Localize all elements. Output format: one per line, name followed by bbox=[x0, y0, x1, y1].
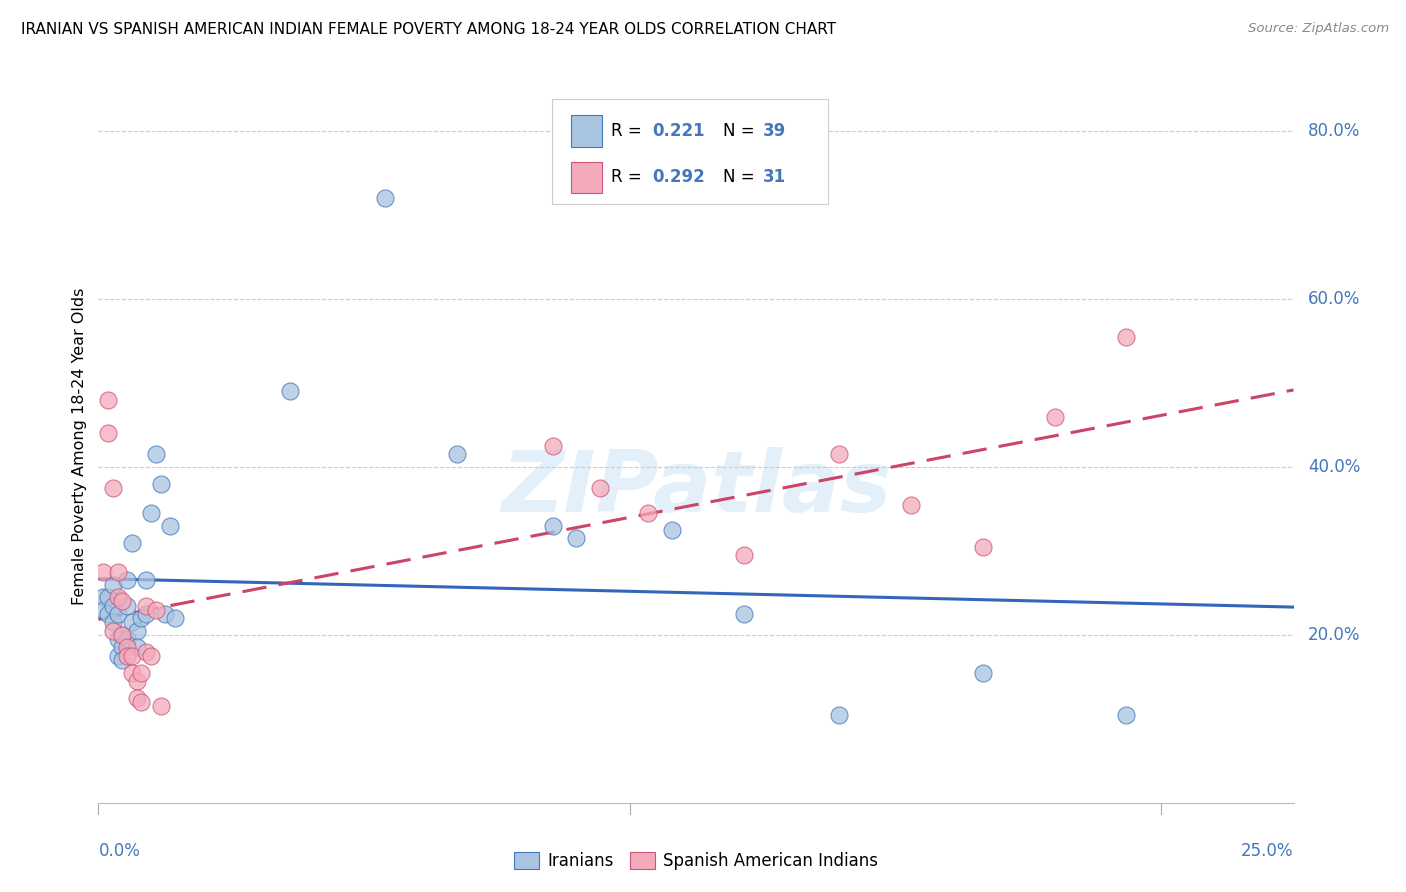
Point bbox=[374, 191, 396, 205]
Point bbox=[125, 690, 148, 705]
Text: 60.0%: 60.0% bbox=[1308, 290, 1360, 308]
Point bbox=[115, 599, 138, 613]
Point bbox=[107, 607, 129, 621]
Point bbox=[565, 532, 588, 546]
Point bbox=[900, 498, 922, 512]
Point bbox=[125, 674, 148, 689]
Point bbox=[91, 590, 114, 604]
Text: N =: N = bbox=[723, 168, 759, 186]
Point bbox=[101, 481, 124, 495]
Text: IRANIAN VS SPANISH AMERICAN INDIAN FEMALE POVERTY AMONG 18-24 YEAR OLDS CORRELAT: IRANIAN VS SPANISH AMERICAN INDIAN FEMAL… bbox=[21, 22, 837, 37]
Point bbox=[121, 535, 143, 549]
Point bbox=[91, 565, 114, 579]
Point bbox=[115, 648, 138, 663]
Point bbox=[733, 607, 755, 621]
Point bbox=[107, 648, 129, 663]
Point bbox=[135, 599, 157, 613]
Text: R =: R = bbox=[610, 121, 647, 139]
Text: 0.0%: 0.0% bbox=[98, 842, 141, 860]
Point bbox=[131, 695, 153, 709]
Point bbox=[972, 665, 994, 680]
Text: 31: 31 bbox=[762, 168, 786, 186]
Point bbox=[139, 648, 162, 663]
Point bbox=[121, 615, 143, 630]
Point bbox=[733, 548, 755, 562]
Point bbox=[135, 574, 157, 588]
Text: N =: N = bbox=[723, 121, 759, 139]
Point bbox=[1115, 707, 1137, 722]
Text: 40.0%: 40.0% bbox=[1308, 458, 1360, 476]
Point bbox=[125, 640, 148, 655]
Point bbox=[111, 628, 134, 642]
Point bbox=[111, 594, 134, 608]
Point bbox=[131, 611, 153, 625]
Point bbox=[1043, 409, 1066, 424]
Point bbox=[115, 574, 138, 588]
Point bbox=[637, 506, 659, 520]
Point bbox=[446, 447, 468, 461]
Point bbox=[541, 518, 564, 533]
Text: 0.221: 0.221 bbox=[652, 121, 706, 139]
Point bbox=[101, 577, 124, 591]
Point bbox=[107, 632, 129, 646]
Text: 0.292: 0.292 bbox=[652, 168, 706, 186]
Point bbox=[101, 599, 124, 613]
Point bbox=[1115, 330, 1137, 344]
Point bbox=[121, 648, 143, 663]
Point bbox=[589, 481, 612, 495]
Point bbox=[972, 540, 994, 554]
Point bbox=[828, 447, 851, 461]
Text: Source: ZipAtlas.com: Source: ZipAtlas.com bbox=[1249, 22, 1389, 36]
Point bbox=[101, 615, 124, 630]
Point bbox=[131, 665, 153, 680]
Point bbox=[97, 607, 120, 621]
Point bbox=[135, 645, 157, 659]
Point bbox=[115, 632, 138, 646]
Point bbox=[107, 590, 129, 604]
Point bbox=[145, 447, 167, 461]
Point bbox=[91, 603, 114, 617]
Point bbox=[155, 607, 177, 621]
Point bbox=[149, 699, 172, 714]
Point bbox=[661, 523, 683, 537]
Point bbox=[828, 707, 851, 722]
Point bbox=[121, 665, 143, 680]
Point bbox=[97, 426, 120, 441]
Point bbox=[97, 392, 120, 407]
Point bbox=[111, 640, 134, 655]
Point bbox=[125, 624, 148, 638]
Text: 20.0%: 20.0% bbox=[1308, 626, 1361, 644]
Y-axis label: Female Poverty Among 18-24 Year Olds: Female Poverty Among 18-24 Year Olds bbox=[72, 287, 87, 605]
Point bbox=[163, 611, 186, 625]
Point bbox=[101, 624, 124, 638]
Point bbox=[115, 640, 138, 655]
Point bbox=[149, 476, 172, 491]
Text: 39: 39 bbox=[762, 121, 786, 139]
Point bbox=[111, 653, 134, 667]
Point bbox=[111, 628, 134, 642]
Text: 25.0%: 25.0% bbox=[1241, 842, 1294, 860]
Text: R =: R = bbox=[610, 168, 647, 186]
Point bbox=[135, 607, 157, 621]
Point bbox=[97, 590, 120, 604]
Point bbox=[145, 603, 167, 617]
Text: ZIPatlas: ZIPatlas bbox=[501, 447, 891, 531]
Point bbox=[541, 439, 564, 453]
Point bbox=[278, 384, 301, 399]
Point bbox=[107, 565, 129, 579]
Point bbox=[139, 506, 162, 520]
Text: 80.0%: 80.0% bbox=[1308, 122, 1360, 140]
Point bbox=[159, 518, 181, 533]
Legend: Iranians, Spanish American Indians: Iranians, Spanish American Indians bbox=[508, 845, 884, 877]
